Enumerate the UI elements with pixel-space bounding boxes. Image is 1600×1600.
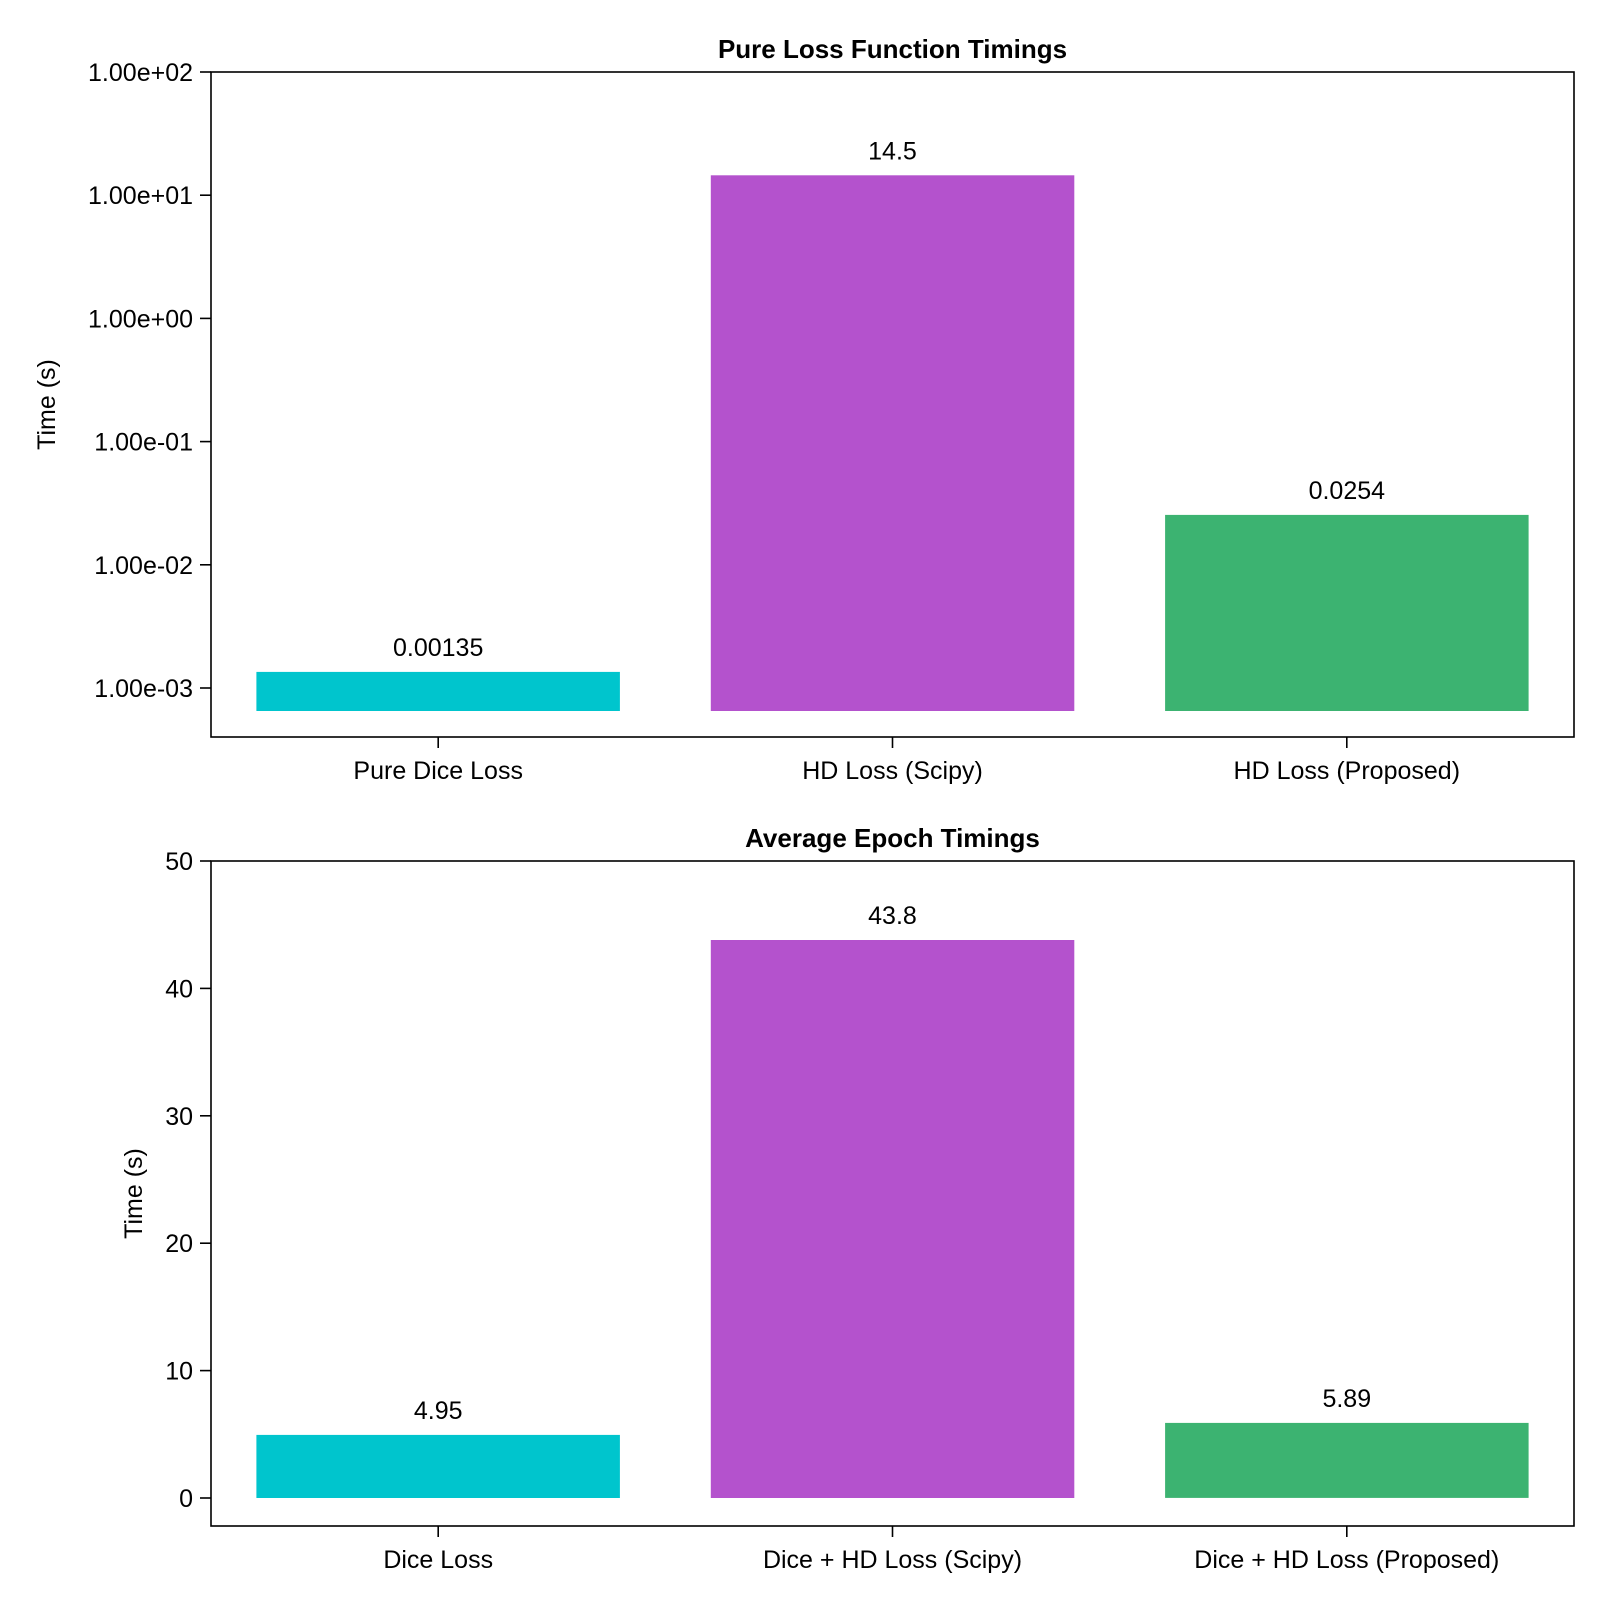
bar-3 — [1165, 514, 1529, 711]
y-tick-label-2: 1.00e-02 — [94, 552, 193, 580]
bar-1 — [256, 671, 620, 711]
x-tick-label-2: Dice + HD Loss (Scipy) — [763, 1546, 1022, 1574]
data-label-2: 14.5 — [868, 137, 917, 165]
y-tick-label-1: 1.00e-03 — [94, 675, 193, 703]
chart-title: Average Epoch Timings — [745, 823, 1040, 853]
data-label-3: 5.89 — [1322, 1385, 1371, 1413]
y-axis-label: Time (s) — [120, 1148, 148, 1239]
bar-3 — [1165, 1422, 1529, 1498]
bar-2 — [710, 175, 1075, 712]
chart-2: 4.95 43.8 5.89 0 10 20 30 40 50 Dice Loss Dice + H… — [120, 823, 1575, 1574]
x-tick-label-1: Dice Loss — [383, 1546, 493, 1574]
y-axis-label: Time (s) — [33, 359, 61, 450]
chart-title: Pure Loss Function Timings — [718, 34, 1067, 64]
data-label-1: 4.95 — [414, 1397, 463, 1425]
bar-2 — [710, 940, 1075, 1498]
y-tick-label-5: 1.00e+01 — [88, 182, 193, 210]
bar-1 — [256, 1434, 620, 1498]
data-label-2: 43.8 — [868, 902, 917, 930]
x-tick-label-1: Pure Dice Loss — [353, 757, 523, 785]
y-tick-label-6: 50 — [165, 848, 193, 876]
y-tick-label-3: 1.00e-01 — [94, 429, 193, 457]
y-tick-label-4: 1.00e+00 — [88, 305, 193, 333]
data-label-1: 0.00135 — [393, 634, 483, 662]
x-tick-label-2: HD Loss (Scipy) — [802, 757, 983, 785]
y-tick-label-1: 0 — [179, 1485, 193, 1513]
y-tick-label-2: 10 — [165, 1358, 193, 1386]
y-tick-label-3: 20 — [165, 1230, 193, 1258]
x-tick-label-3: HD Loss (Proposed) — [1234, 757, 1460, 785]
x-tick-label-3: Dice + HD Loss (Proposed) — [1194, 1546, 1499, 1574]
data-label-3: 0.0254 — [1309, 477, 1386, 505]
y-tick-label-5: 40 — [165, 975, 193, 1003]
y-tick-label-4: 30 — [165, 1103, 193, 1131]
y-tick-label-6: 1.00e+02 — [88, 59, 193, 87]
chart-1: 0.00135 14.5 0.0254 1.00e-03 1.00e-02 1.00e-0… — [33, 34, 1575, 785]
